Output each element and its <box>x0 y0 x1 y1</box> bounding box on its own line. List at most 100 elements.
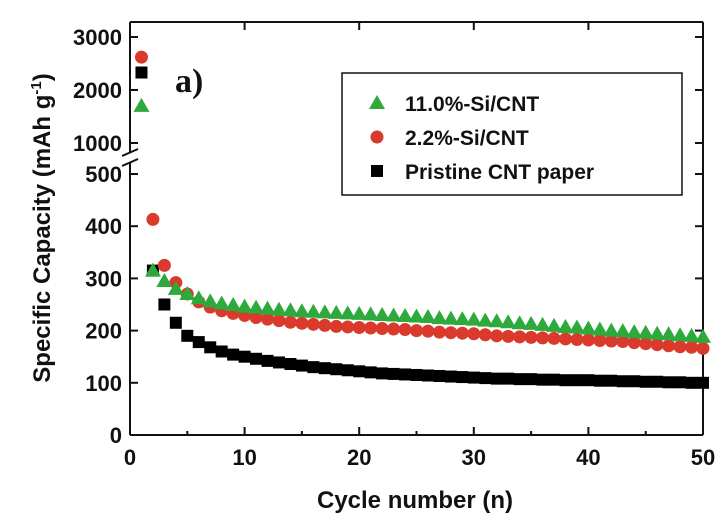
legend-label: 11.0%-Si/CNT <box>405 93 539 116</box>
data-point-circle <box>387 322 401 336</box>
data-point-square <box>284 358 297 371</box>
data-point-triangle <box>213 295 230 310</box>
data-point-circle <box>536 331 550 345</box>
data-point-square <box>227 348 240 361</box>
data-point-circle <box>604 334 618 348</box>
data-point-triangle <box>259 300 276 315</box>
data-point-triangle <box>546 317 563 332</box>
y-tick-label: 200 <box>85 319 122 344</box>
data-point-square <box>651 375 664 388</box>
y-tick-label: 500 <box>85 162 122 187</box>
data-point-circle <box>432 325 446 339</box>
data-point-triangle <box>465 311 482 326</box>
data-point-triangle <box>248 299 265 314</box>
data-point-circle <box>341 320 355 334</box>
data-point-square <box>536 373 549 386</box>
data-point-triangle <box>362 306 379 321</box>
data-point-triangle <box>385 307 402 322</box>
data-point-triangle <box>568 319 585 334</box>
data-point-square <box>272 356 285 369</box>
data-point-circle <box>352 320 366 334</box>
data-point-circle <box>134 50 148 64</box>
axis-break-mark <box>121 158 139 167</box>
data-point-circle <box>501 329 515 343</box>
data-point-square <box>307 361 320 374</box>
data-point-triangle <box>167 280 184 295</box>
data-point-square <box>674 376 687 389</box>
data-point-circle <box>283 315 297 329</box>
y-axis-title-main: Specific Capacity (mAh g <box>29 95 56 383</box>
data-point-circle <box>662 339 676 353</box>
data-point-circle <box>696 341 710 355</box>
data-point-square <box>548 373 561 386</box>
data-point-circle <box>318 318 332 332</box>
data-point-square <box>250 352 263 365</box>
y-tick-label: 2000 <box>73 78 122 103</box>
data-point-circle <box>455 326 469 340</box>
data-point-square <box>181 329 194 342</box>
x-tick-label: 50 <box>691 445 715 470</box>
legend-label: Pristine CNT paper <box>405 161 594 184</box>
data-point-square <box>616 375 629 388</box>
data-point-square <box>467 371 480 384</box>
data-point-square <box>192 336 205 349</box>
data-point-circle <box>375 322 389 336</box>
data-point-triangle <box>408 308 425 323</box>
data-point-circle <box>398 323 412 337</box>
data-point-square <box>502 372 515 385</box>
data-point-triangle <box>672 327 689 342</box>
legend: 11.0%-Si/CNT 2.2%-Si/CNT Pristine CNT pape… <box>341 72 683 196</box>
data-point-triangle <box>683 327 700 342</box>
axis-break-mark <box>121 148 139 157</box>
legend-label: 2.2%-Si/CNT <box>405 127 529 150</box>
data-point-triangle <box>419 309 436 324</box>
data-point-triangle <box>534 316 551 331</box>
x-tick-label: 0 <box>124 445 136 470</box>
data-point-triangle <box>202 293 219 308</box>
data-point-triangle <box>488 313 505 328</box>
data-point-triangle <box>270 301 287 316</box>
x-tick-label: 10 <box>232 445 256 470</box>
data-point-square <box>582 374 595 387</box>
data-point-square <box>662 376 675 389</box>
data-point-square <box>364 366 377 379</box>
data-point-circle <box>627 336 641 350</box>
y-tick-label: 1000 <box>73 131 122 156</box>
data-point-triangle <box>225 297 242 312</box>
data-point-square <box>330 363 343 376</box>
data-point-square <box>479 372 492 385</box>
data-point-triangle <box>637 324 654 339</box>
data-point-triangle <box>580 320 597 335</box>
y-tick-label: 3000 <box>73 25 122 50</box>
y-axis-title-close: ) <box>29 73 56 81</box>
y-axis-title: Specific Capacity (mAh g-1) <box>28 73 56 382</box>
data-point-triangle <box>179 286 196 301</box>
data-point-triangle <box>374 306 391 321</box>
data-point-circle <box>421 324 435 338</box>
data-point-triangle <box>236 298 253 313</box>
data-point-triangle <box>511 315 528 330</box>
data-point-triangle <box>649 325 666 340</box>
data-point-square <box>341 364 354 377</box>
data-point-circle <box>261 312 275 326</box>
data-point-square <box>685 376 698 389</box>
data-point-triangle <box>133 97 150 112</box>
y-tick-label: 400 <box>85 214 122 239</box>
data-point-square <box>376 367 389 380</box>
data-point-square <box>399 368 412 381</box>
data-point-square <box>570 374 583 387</box>
data-point-circle <box>410 324 423 338</box>
data-point-triangle <box>316 304 333 319</box>
data-point-square <box>295 359 308 372</box>
data-point-circle <box>650 338 664 352</box>
x-tick-label: 40 <box>576 445 600 470</box>
data-point-circle <box>570 332 584 346</box>
data-point-square <box>421 369 434 382</box>
data-point-circle <box>364 321 378 335</box>
y-axis-title-superscript: -1 <box>28 81 45 94</box>
data-point-triangle <box>156 273 173 288</box>
data-point-triangle <box>339 305 356 320</box>
data-point-circle <box>490 329 504 343</box>
x-tick-label: 30 <box>462 445 486 470</box>
